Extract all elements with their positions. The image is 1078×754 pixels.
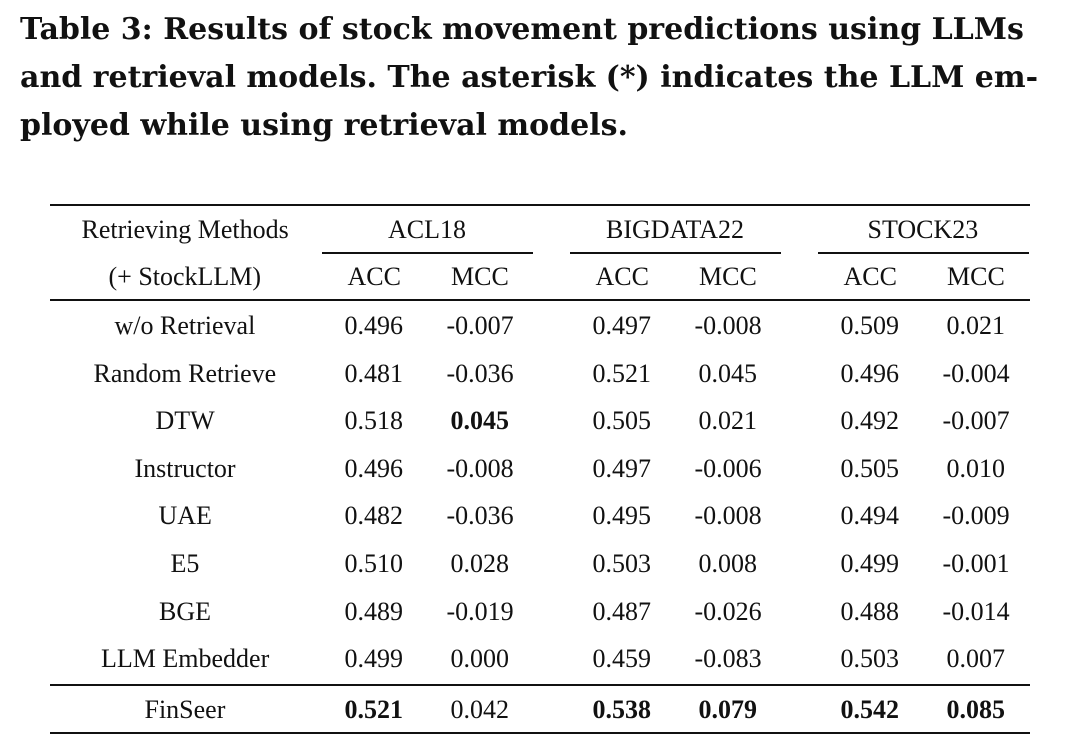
bottom-rule (50, 732, 1030, 734)
header-group-bigdata22: BIGDATA22 (606, 215, 745, 244)
table-caption: Table 3: Results of stock movement predi… (20, 6, 1065, 150)
group-underline-1 (322, 252, 533, 254)
row-method-label: E5 (170, 549, 200, 578)
table-cell: 0.521 (344, 694, 404, 724)
table-cell: 0.495 (592, 501, 652, 531)
table-cell: 0.542 (840, 694, 900, 724)
table-cell: 0.496 (840, 358, 900, 388)
table-cell: -0.004 (942, 358, 1010, 388)
table-cell: 0.505 (840, 453, 900, 483)
table-cell: 0.007 (946, 644, 1006, 674)
table-cell: 0.459 (592, 644, 652, 674)
table-cell: 0.042 (450, 694, 510, 724)
table-cell: -0.001 (942, 549, 1010, 578)
caption-line-3: ployed while using retrieval models. (20, 108, 628, 143)
table-cell: 0.521 (592, 358, 652, 388)
table-cell: 0.538 (592, 694, 652, 724)
row-method-label: DTW (155, 406, 215, 436)
table-cell: 0.028 (450, 549, 510, 578)
table-cell: 0.499 (840, 549, 900, 578)
table-cell: -0.019 (446, 596, 514, 626)
row-method-label: Instructor (134, 453, 236, 483)
group-underline-3 (818, 252, 1029, 254)
table-cell: 0.045 (698, 358, 758, 388)
table-cell: 0.085 (946, 694, 1006, 724)
table-cell: 0.481 (344, 358, 404, 388)
table-cell: 0.045 (450, 406, 510, 436)
table-cell: 0.518 (344, 406, 404, 436)
table-cell: -0.007 (446, 311, 514, 340)
row-method-label: UAE (158, 501, 212, 531)
table-cell: 0.487 (592, 596, 652, 626)
top-rule (50, 204, 1030, 206)
finseer-separator-rule (50, 684, 1030, 686)
table-cell: 0.497 (592, 453, 652, 483)
header-group-stock23: STOCK23 (867, 215, 979, 244)
table-cell: 0.482 (344, 501, 404, 531)
table-cell: -0.014 (942, 596, 1010, 626)
table-cell: -0.026 (694, 596, 762, 626)
table-cell: -0.036 (446, 501, 514, 531)
header-metric-mcc: MCC (451, 262, 509, 291)
header-metric-acc: ACC (595, 262, 649, 291)
table-cell: 0.010 (946, 453, 1006, 483)
row-method-label: FinSeer (144, 694, 226, 724)
table-cell: -0.036 (446, 358, 514, 388)
table-cell: 0.000 (450, 644, 510, 674)
header-rule (50, 299, 1030, 301)
table-cell: -0.009 (942, 501, 1010, 531)
caption-line-2: and retrieval models. The asterisk (*) i… (20, 60, 1039, 95)
table-cell: 0.008 (698, 549, 758, 578)
table-cell: -0.006 (694, 453, 762, 483)
table-cell: 0.021 (698, 406, 758, 436)
header-group-acl18: ACL18 (388, 215, 466, 244)
table-cell: 0.509 (840, 311, 900, 340)
row-method-label: w/o Retrieval (114, 311, 256, 340)
header-metric-acc: ACC (347, 262, 401, 291)
header-metric-acc: ACC (843, 262, 897, 291)
table-cell: 0.494 (840, 501, 900, 531)
table-cell: 0.021 (946, 311, 1006, 340)
table-cell: 0.492 (840, 406, 900, 436)
header-metric-mcc: MCC (947, 262, 1005, 291)
table-cell: 0.488 (840, 596, 900, 626)
group-underline-2 (570, 252, 781, 254)
table-cell: 0.505 (592, 406, 652, 436)
header-metric-mcc: MCC (699, 262, 757, 291)
header-method-line1: Retrieving Methods (81, 215, 289, 244)
table-cell: 0.489 (344, 596, 404, 626)
table-cell: -0.008 (446, 453, 514, 483)
table-cell: -0.008 (694, 311, 762, 340)
table-cell: 0.496 (344, 453, 404, 483)
table-cell: -0.083 (694, 644, 762, 674)
row-method-label: BGE (159, 596, 211, 626)
table-cell: 0.503 (592, 549, 652, 578)
table-cell: -0.008 (694, 501, 762, 531)
table-cell: 0.079 (698, 694, 758, 724)
table-cell: 0.496 (344, 311, 404, 340)
header-method-line2: (+ StockLLM) (108, 262, 262, 291)
row-method-label: Random Retrieve (93, 358, 277, 388)
caption-line-1: Table 3: Results of stock movement predi… (20, 12, 1024, 47)
table-cell: -0.007 (942, 406, 1010, 436)
table-cell: 0.510 (344, 549, 404, 578)
table-cell: 0.499 (344, 644, 404, 674)
table-cell: 0.497 (592, 311, 652, 340)
table-cell: 0.503 (840, 644, 900, 674)
row-method-label: LLM Embedder (101, 644, 270, 674)
